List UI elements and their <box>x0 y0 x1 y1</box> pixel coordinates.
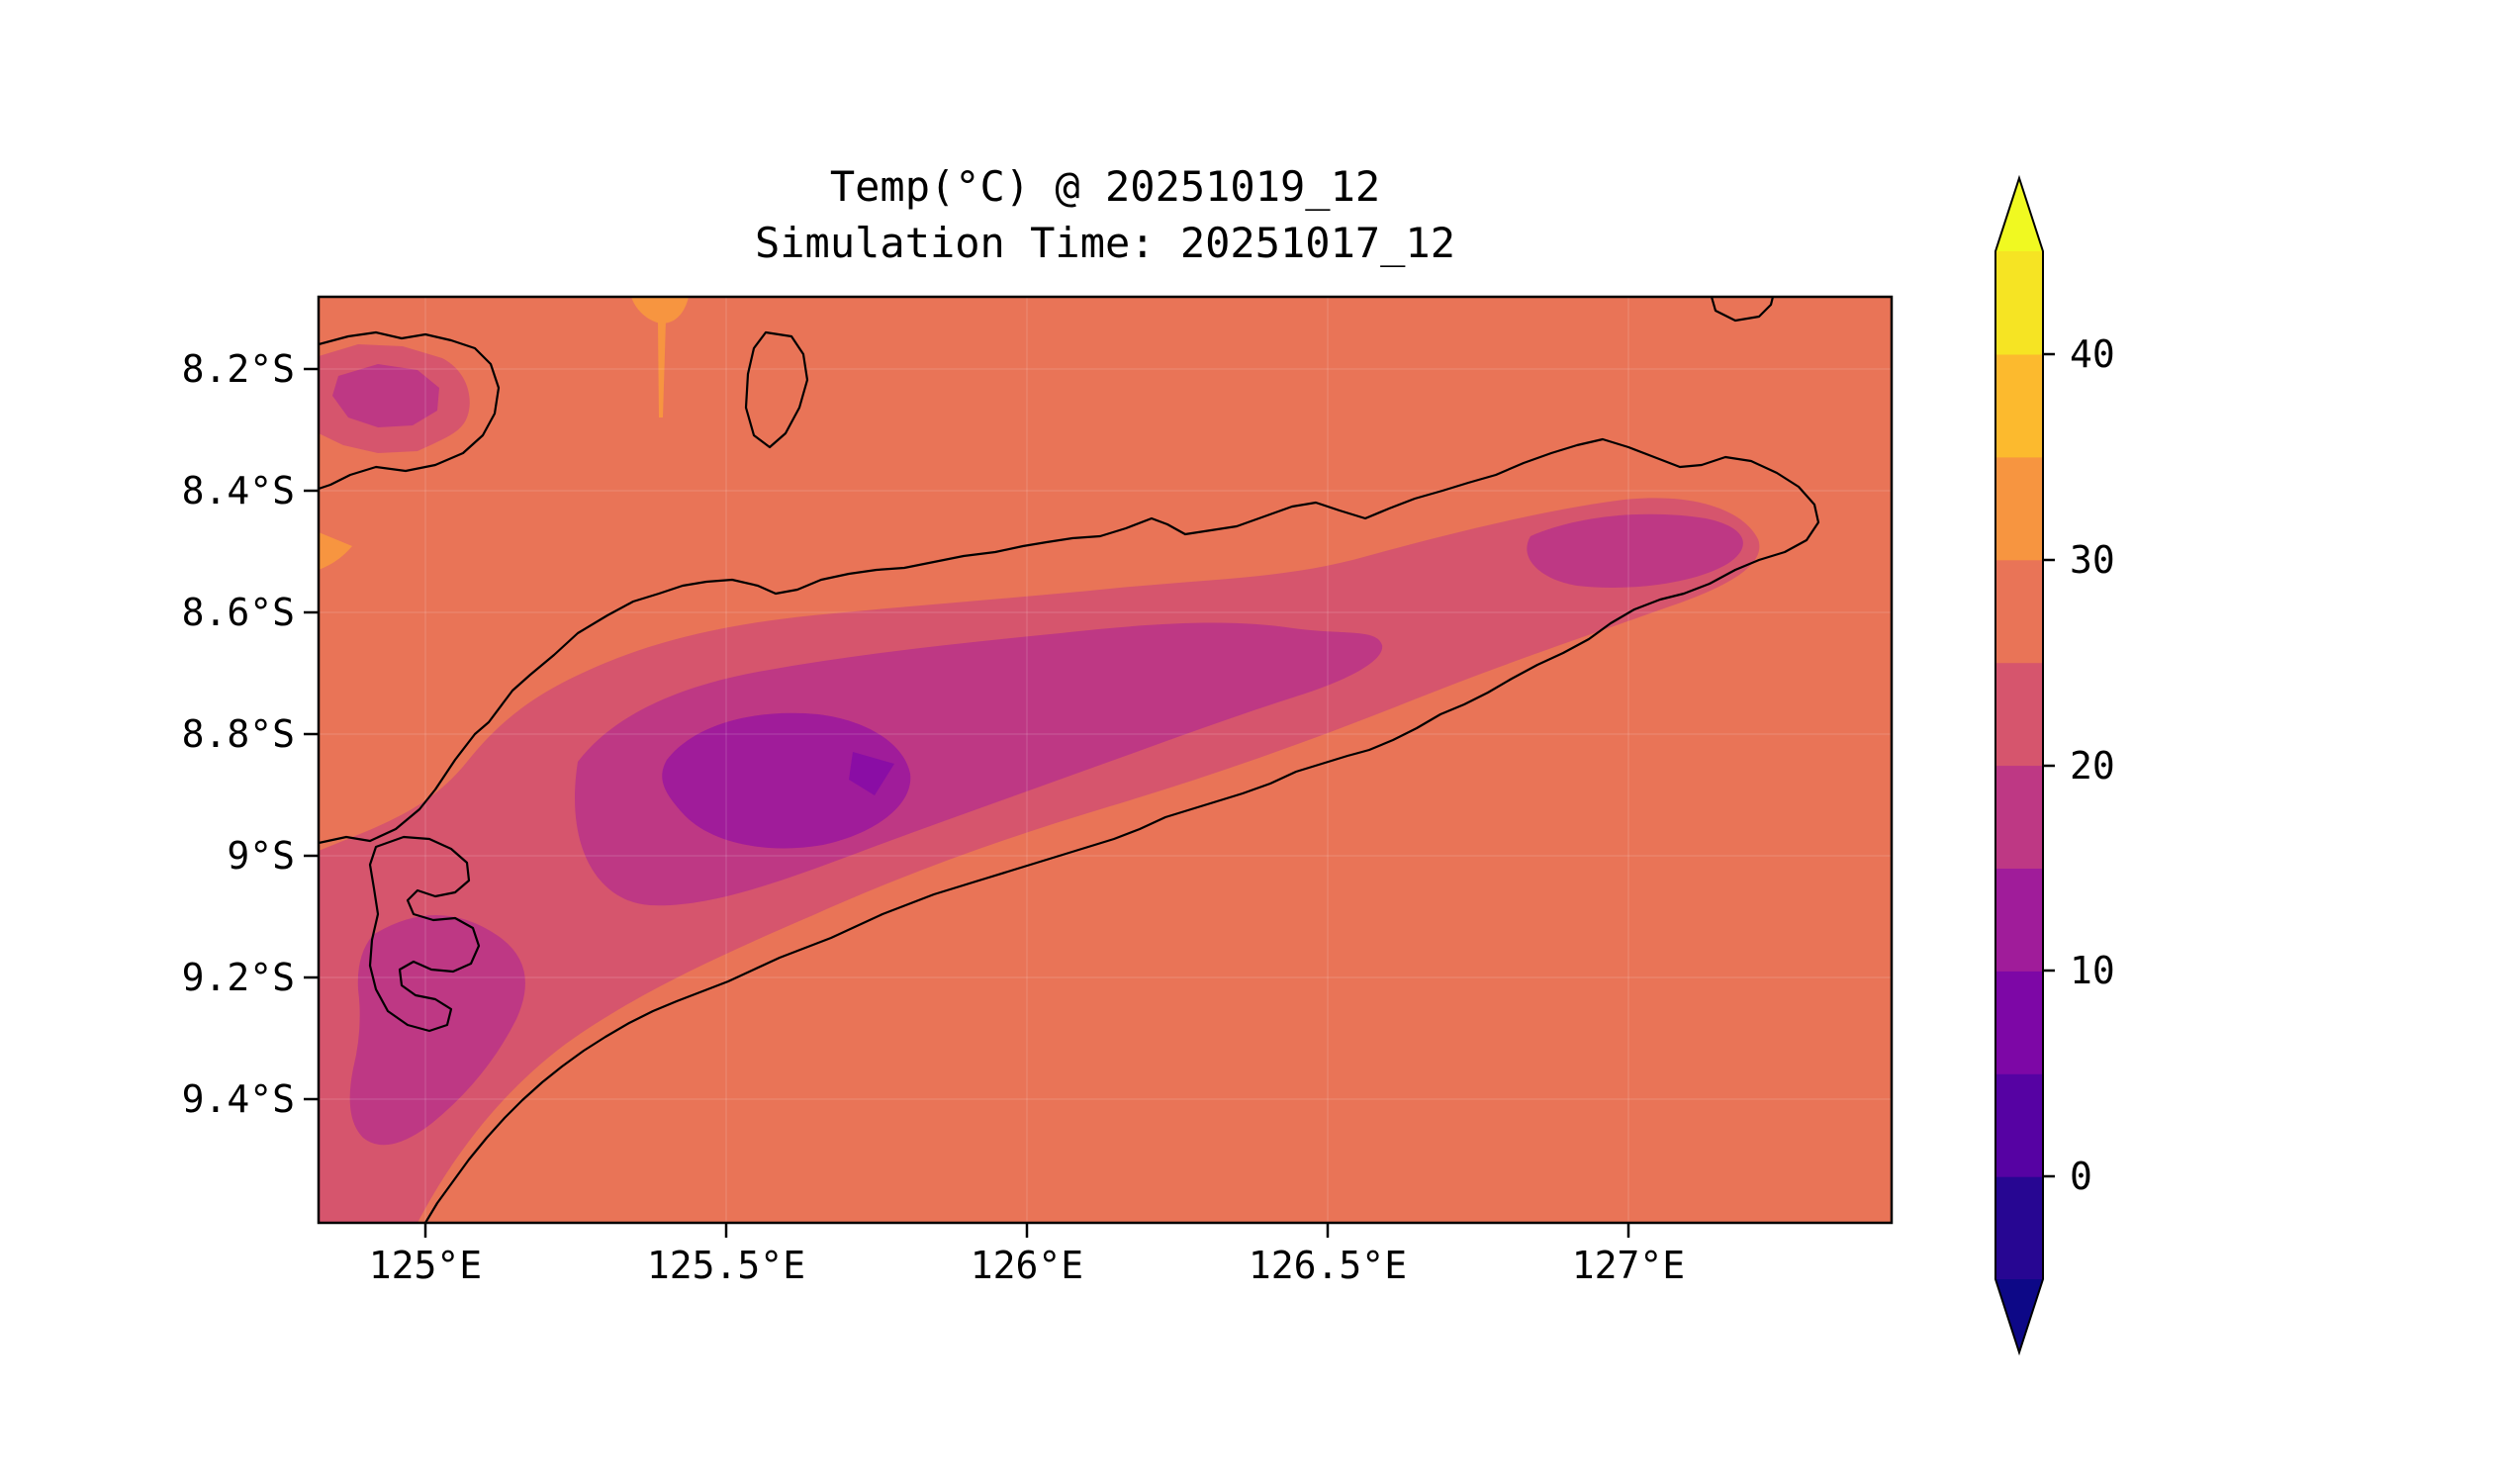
contour-region-30-35-top <box>631 297 689 324</box>
contour-region-10-15-cold-core <box>662 712 911 849</box>
graticule <box>319 297 1892 1223</box>
colorbar-segment <box>1995 971 2043 1074</box>
colorbar-tick-label: 0 <box>2070 1155 2092 1198</box>
y-axis-tick-label: 9°S <box>227 834 295 878</box>
y-axis-tick-label: 8.6°S <box>181 591 295 634</box>
coastline-northeast-islet <box>1710 297 1775 323</box>
colorbar <box>1994 174 2055 1356</box>
plot-border <box>317 295 1894 1225</box>
y-axis-tick-label: 9.4°S <box>181 1077 295 1121</box>
colorbar-tick-label: 20 <box>2070 744 2115 788</box>
colorbar-segment <box>1995 251 2043 355</box>
coastline-northwest-island <box>319 330 501 491</box>
colorbar-segment <box>1995 353 2043 458</box>
y-axis-tick-label: 8.2°S <box>181 347 295 391</box>
contour-region-15-20-northeast <box>1527 513 1743 588</box>
colorbar-gradient <box>1995 251 2043 1280</box>
plot-subtitle: Simulation Time: 20251017_12 <box>754 219 1455 267</box>
y-axis-tick-label: 9.2°S <box>181 956 295 999</box>
colorbar-segment <box>1995 559 2043 664</box>
plot-title: Temp(°C) @ 20251019_12 <box>829 162 1381 211</box>
colorbar-tick-label: 30 <box>2070 538 2115 582</box>
x-axis-tick-label: 125.5°E <box>646 1244 806 1287</box>
colorbar-segment <box>1995 1073 2043 1177</box>
coastline-atauro-island <box>744 330 809 449</box>
colorbar-tick-label: 40 <box>2070 332 2115 376</box>
coastlines <box>319 297 1820 1223</box>
colorbar-outline <box>1994 174 2044 1356</box>
colorbar-segment <box>1995 1176 2043 1280</box>
colorbar-extend-under <box>1995 1279 2043 1352</box>
x-axis-tick-label: 126°E <box>970 1244 1084 1287</box>
contour-region-30-35-streak <box>658 321 666 417</box>
y-axis-tick-label: 8.4°S <box>181 469 295 512</box>
colorbar-segment <box>1995 868 2043 972</box>
colorbar-extend-over <box>1995 178 2043 251</box>
colorbar-segment <box>1995 662 2043 767</box>
colorbar-canvas <box>1994 174 2055 1356</box>
map-canvas <box>304 295 1894 1238</box>
x-axis-tick-label: 126.5°E <box>1248 1244 1408 1287</box>
y-axis-ticks <box>304 367 319 1101</box>
coastline-timor-island <box>319 437 1820 1223</box>
contour-region-15-20-northwest-island-core <box>332 364 439 427</box>
contour-region-30-35-left <box>319 532 352 570</box>
colorbar-ticks <box>2043 352 2055 1178</box>
colorbar-segment <box>1995 765 2043 869</box>
coastline-southwest-inlet <box>368 835 481 1033</box>
contour-region-15-20-southwest <box>349 915 525 1146</box>
colorbar-segment <box>1995 456 2043 561</box>
x-axis-tick-label: 125°E <box>368 1244 483 1287</box>
map-plot <box>304 295 1894 1238</box>
colorbar-tick-label: 10 <box>2070 949 2115 992</box>
y-axis-tick-label: 8.8°S <box>181 712 295 756</box>
contour-region-5-10-notch <box>849 752 894 795</box>
plot-title-block: Temp(°C) @ 20251019_12 Simulation Time: … <box>319 158 1892 271</box>
contour-region-20-25-main <box>319 498 1760 1223</box>
x-axis-tick-label: 127°E <box>1571 1244 1686 1287</box>
x-axis-ticks <box>423 1223 1630 1238</box>
